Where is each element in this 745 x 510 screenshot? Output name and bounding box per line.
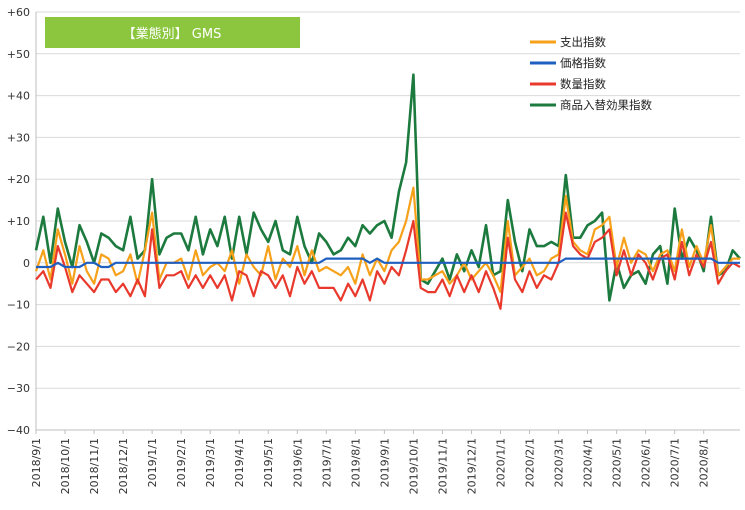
legend-label: 価格指数 [560, 56, 606, 70]
series-line-1 [36, 257, 740, 269]
x-tick-label: 2019/2/1 [175, 438, 188, 487]
x-tick-label: 2018/10/1 [59, 438, 72, 494]
y-tick-label: +10 [7, 215, 30, 228]
x-tick-label: 2019/8/1 [349, 438, 362, 487]
y-tick-label: 0 [23, 257, 30, 270]
y-tick-label: −10 [7, 299, 30, 312]
legend-label: 支出指数 [560, 35, 606, 49]
y-tick-label: +20 [7, 173, 30, 186]
y-tick-label: −30 [7, 382, 30, 395]
chart-title: 【業態別】 GMS [123, 26, 222, 42]
y-tick-label: +50 [7, 48, 30, 61]
x-tick-label: 2019/9/1 [378, 438, 391, 487]
gridlines [36, 11, 740, 431]
legend-label: 数量指数 [560, 77, 606, 91]
x-tick-label: 2018/11/1 [88, 438, 101, 494]
x-tick-label: 2019/10/1 [407, 438, 420, 494]
series-lines [34, 73, 741, 310]
y-tick-label: +60 [7, 6, 30, 19]
x-tick-label: 2020/2/1 [524, 438, 537, 487]
x-tick-label: 2019/3/1 [204, 438, 217, 487]
x-tick-label: 2019/4/1 [233, 438, 246, 487]
title-background [45, 17, 300, 48]
x-tick-label: 2018/12/1 [117, 438, 130, 494]
series-line-0 [34, 186, 740, 294]
axes: −40 −30 −20 −10 0 +10 +20 +30 +40 +50 +60 2018/9/1 2… [7, 6, 740, 494]
chart-title-box: 【業態別】 GMS [45, 17, 300, 48]
x-tick-label: 2020/7/1 [669, 438, 682, 487]
legend-label: 商品入替効果指数 [560, 98, 652, 112]
x-tick-label: 2019/5/1 [262, 438, 275, 487]
x-tick-label: 2019/6/1 [291, 438, 304, 487]
x-tick-label: 2020/6/1 [640, 438, 653, 487]
x-tick-label: 2020/5/1 [611, 438, 624, 487]
x-tick-label: 2020/3/1 [553, 438, 566, 487]
x-tick-label: 2019/12/1 [465, 438, 478, 494]
x-tick-label: 2019/11/1 [436, 438, 449, 494]
y-tick-label: −40 [7, 424, 30, 437]
x-tick-label: 2020/8/1 [698, 438, 711, 487]
y-tick-label: +40 [7, 90, 30, 103]
series-line-2 [35, 211, 741, 310]
y-tick-label: −20 [7, 340, 30, 353]
x-tick-label: 2019/7/1 [320, 438, 333, 487]
x-tick-label: 2020/4/1 [582, 438, 595, 487]
series-line-3 [34, 73, 741, 302]
x-tick-label: 2018/9/1 [30, 438, 43, 487]
x-tick-label: 2020/1/1 [494, 438, 507, 487]
y-tick-label: +30 [7, 131, 30, 144]
x-tick-label: 2019/1/1 [146, 438, 159, 487]
